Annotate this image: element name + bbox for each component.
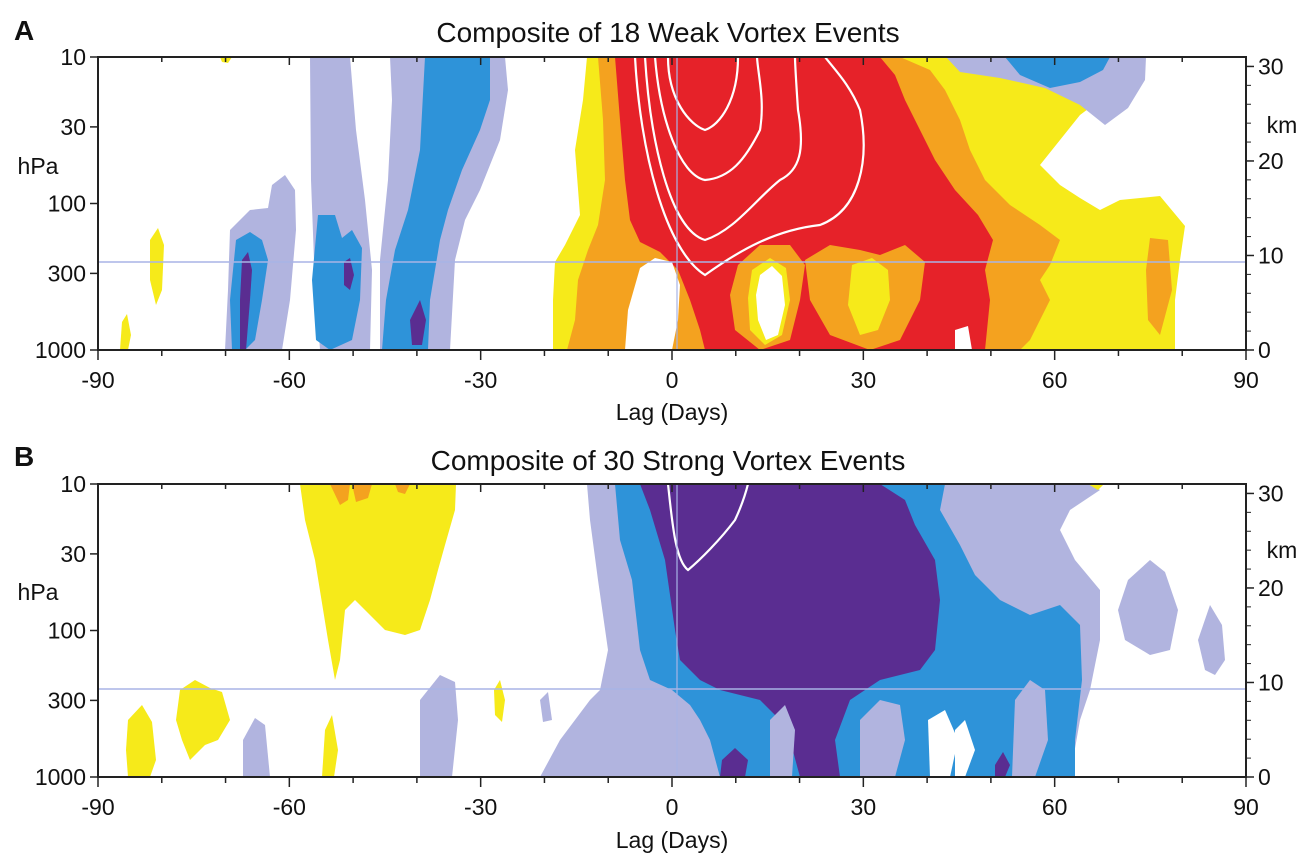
panel-b-region-pos2 [330,484,350,505]
panel-a-region-neg3-left3 [410,300,426,345]
y-tick-label-left: 100 [48,618,86,644]
panel-a-field [120,57,1185,350]
panel-b-region-pos1-e [494,680,505,722]
panel-a-contours [633,57,865,277]
panel-b-region-neg1-d [420,675,458,777]
panel-b-region-neg3-c [995,752,1010,777]
x-tick-label: -90 [81,367,114,393]
panel-b-region-gap-1 [770,705,795,777]
panel-a-contour-2 [653,57,763,182]
panel-b-region-neg1-e [243,718,270,777]
panel-a-region-neg3-left2 [344,258,354,290]
panel-a-region-neg2-left [382,57,490,350]
panel-b-region-neg1-b [1118,560,1178,655]
x-tick-label: -60 [273,367,306,393]
panel-a-x-ticks: -90 -60 -30 0 30 60 90 [81,57,1259,393]
y-tick-label-left: 100 [48,191,86,217]
y-tick-label-right: 30 [1258,53,1284,79]
panel-b-region-neg3-b [720,748,748,777]
panel-a-contour-4 [633,57,865,277]
panel-a-region-gap-1 [625,258,680,350]
panel-b-contours [666,484,750,572]
x-tick-label: 90 [1233,794,1259,820]
panel-b-region-pos2-c [395,484,410,494]
panel-a-region-gap-2 [756,266,785,340]
panel-b-region-gap-4 [928,710,958,777]
panel-b-region-pos2-b [352,484,372,502]
x-tick-label: -60 [273,794,306,820]
y-tick-label-left: 30 [60,114,86,140]
y-tick-label-left: 10 [60,44,86,70]
y-tick-label-right: 10 [1258,242,1284,268]
panel-b-region-gap-3 [1012,680,1048,777]
y-tick-label-right: 0 [1258,764,1271,790]
x-tick-label: 0 [666,794,679,820]
panel-label-b: B [14,441,34,472]
panel-b-ylabel-right: km [1267,537,1298,563]
x-tick-label: 30 [851,794,877,820]
panel-b-title: Composite of 30 Strong Vortex Events [431,445,906,476]
panel-a-xlabel: Lag (Days) [616,399,728,425]
panel-b-field [126,484,1225,777]
panel-b-region-pos1-f [1088,484,1104,490]
panel-b-region-pos1-d [322,715,338,777]
y-tick-label-right: 0 [1258,337,1271,363]
panel-b-region-pos1-c [126,705,156,777]
y-tick-label-left: 300 [48,260,86,286]
y-tick-label-left: 300 [48,687,86,713]
panel-b-region-neg3 [640,484,940,777]
panel-a-region-neg1-ur [946,57,1146,125]
y-tick-label-left: 1000 [35,764,86,790]
panel-b-contour-1 [666,484,750,572]
panel-b-region-gap-2 [860,700,905,777]
y-tick-label-right: 20 [1258,575,1284,601]
panel-b-region-gap-5 [955,720,975,777]
x-tick-label: -30 [464,367,497,393]
x-tick-label: -90 [81,794,114,820]
panel-a-region-pos1-speck-1 [150,228,164,305]
panel-a-contour-1 [666,57,740,132]
x-tick-label: -30 [464,794,497,820]
panel-a: A Composite of 18 Weak Vortex Events [14,15,1297,425]
x-tick-label: 90 [1233,367,1259,393]
panel-b-xlabel: Lag (Days) [616,827,728,853]
x-tick-label: 30 [851,367,877,393]
y-tick-label-left: 10 [60,471,86,497]
y-tick-label-right: 10 [1258,669,1284,695]
panel-b-ylabel-left: hPa [18,579,59,605]
y-tick-label-left: 30 [60,541,86,567]
y-tick-label-right: 30 [1258,480,1284,506]
x-tick-label: 60 [1042,367,1068,393]
panel-a-region-neg2-left2 [312,215,362,350]
panel-a-region-neg2-ur [1005,57,1110,88]
y-tick-label-right: 20 [1258,148,1284,174]
panel-b-region-neg1-c [1198,605,1225,675]
panel-a-ylabel-right: km [1267,112,1298,138]
panel-b-region-pos1 [300,484,456,680]
x-tick-label: 0 [666,367,679,393]
panel-a-region-neg3-left [240,252,252,350]
panel-b: B Composite of 30 Strong Vortex Events [14,441,1297,853]
panel-label-a: A [14,15,34,46]
panel-a-ylabel-left: hPa [18,153,59,179]
panel-a-region-pos1-speck-2 [120,314,131,350]
panel-b-region-pos1-b [176,680,230,760]
panel-b-x-ticks: -90 -60 -30 0 30 60 90 [81,484,1259,820]
panel-b-region-neg1-f [540,692,552,722]
y-tick-label-left: 1000 [35,337,86,363]
panel-a-region-gap-3 [955,326,972,350]
panel-a-contour-3 [643,57,803,242]
x-tick-label: 60 [1042,794,1068,820]
panel-a-title: Composite of 18 Weak Vortex Events [436,17,899,48]
panel-a-region-bubble-2y [848,258,890,335]
